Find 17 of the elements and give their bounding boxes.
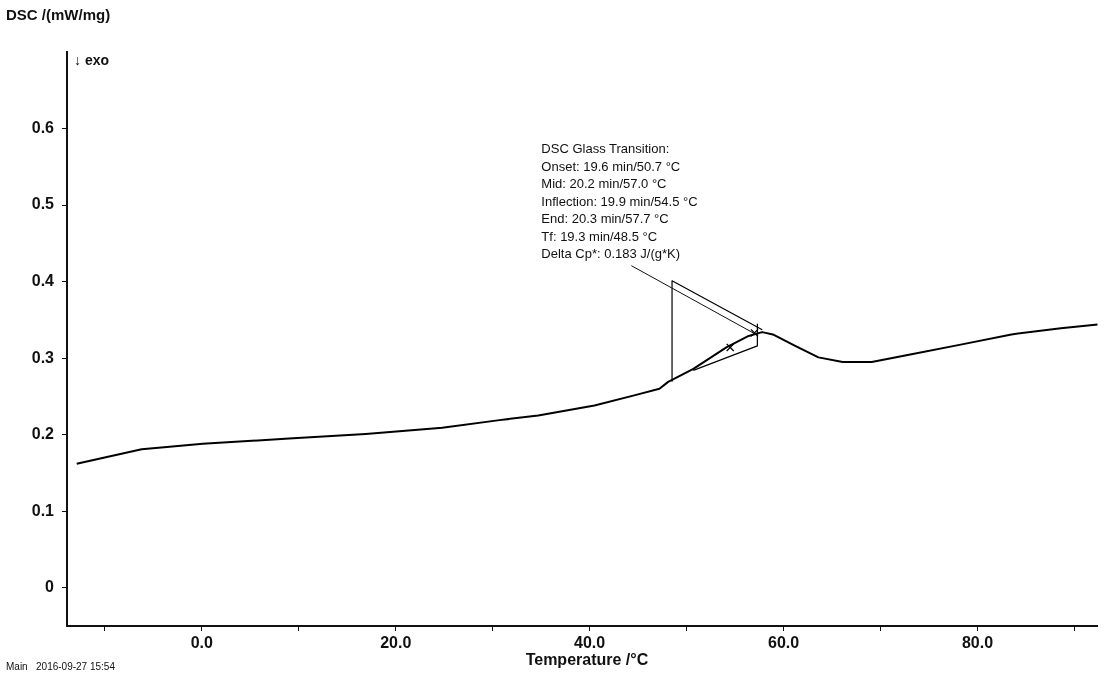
text: Main 2016-09-27 15:54 [6, 660, 116, 672]
y-axis-title: DSC /(mW/mg) [6, 6, 111, 23]
x-axis-title: Temperature /°C [525, 651, 649, 669]
y-tick-label: 0.2 [31, 425, 55, 443]
y-tick-label: 0.3 [31, 348, 55, 366]
x-tick-label: 20.0 [380, 634, 412, 652]
annotation: DSC Glass Transition: Onset: 19.6 min/50.7 °C Mid: 20.2 min/57.0 °C Inflection: 19.9 min/54.5 °C End: 20.3 min/57.7 °C Tf: 19.3 min/48.5 °C Delta Cp*: 0.183 J/(g*K) [541, 141, 698, 262]
x-tick-label: 0.0 [190, 634, 213, 652]
y-tick-label: 0.4 [31, 272, 55, 290]
y-tick-label: 0.1 [31, 501, 55, 519]
y-tick-label: 0.5 [31, 195, 55, 213]
y-tick-label: 0.6 [31, 118, 55, 136]
x-tick-label: 40.0 [574, 634, 606, 652]
annotation: ↓ exo [74, 51, 110, 68]
x-tick-label: 80.0 [961, 634, 994, 652]
x-tick-label: 60.0 [767, 634, 800, 652]
y-tick-label: 0 [45, 578, 55, 596]
